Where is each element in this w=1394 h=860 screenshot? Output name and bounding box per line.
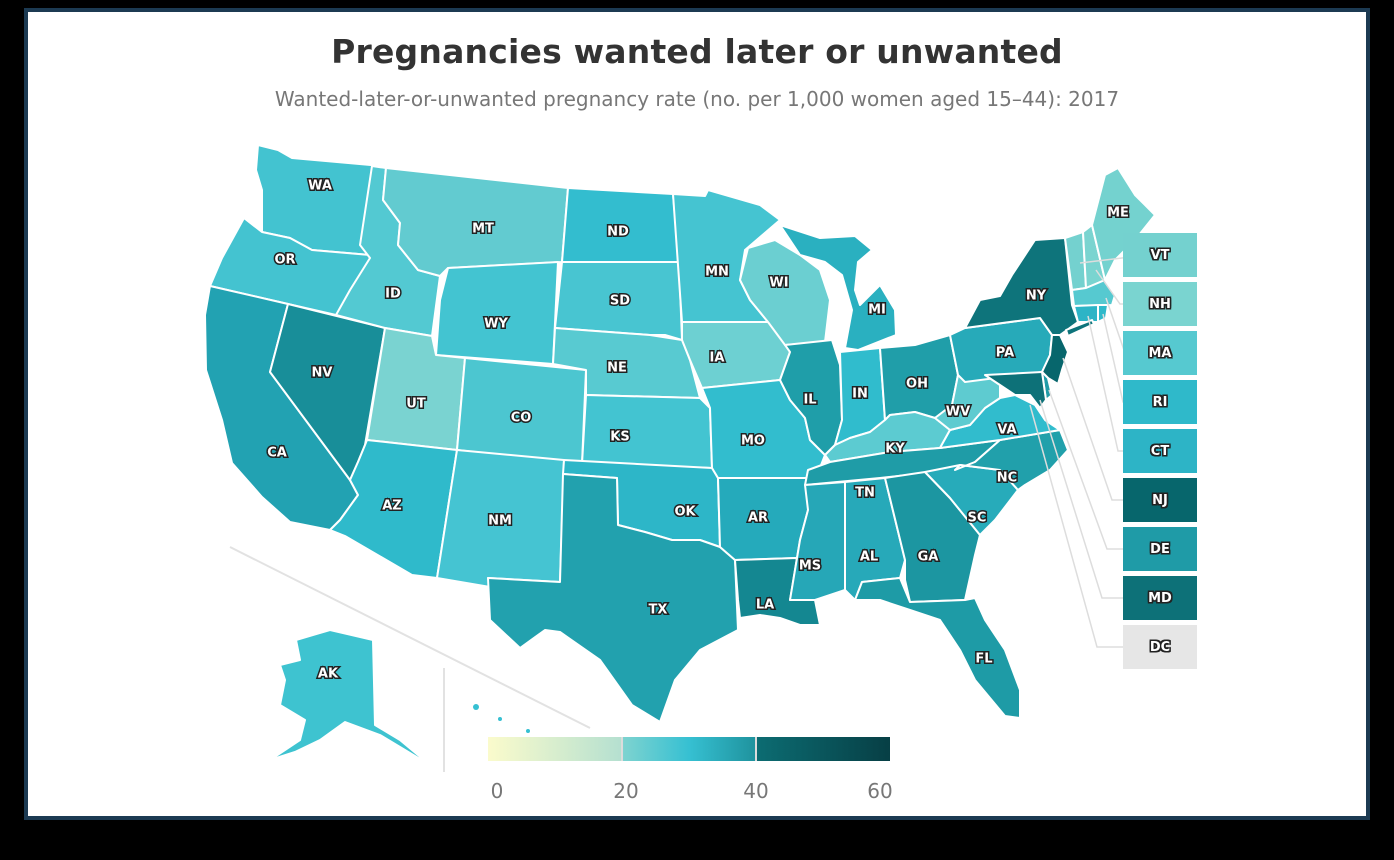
- callout-label-ct: CT: [1150, 443, 1170, 459]
- legend-segment-20-40: [620, 737, 756, 761]
- state-fl[interactable]: [854, 577, 1021, 719]
- chart-subtitle: Wanted-later-or-unwanted pregnancy rate …: [274, 87, 1120, 111]
- state-mi[interactable]: [779, 224, 897, 351]
- callout-label-nj: NJ: [1152, 492, 1168, 508]
- state-ia[interactable]: [681, 321, 791, 389]
- callout-box-nh[interactable]: NH: [1123, 282, 1197, 326]
- state-ct[interactable]: [1073, 304, 1099, 323]
- callout-box-ri[interactable]: RI: [1123, 380, 1197, 424]
- state-hi-island[interactable]: [473, 704, 479, 710]
- state-ny-long-island[interactable]: [1065, 319, 1095, 337]
- color-scale-legend: [488, 737, 891, 761]
- state-sd[interactable]: [554, 261, 683, 341]
- legend-tick-20: 20: [613, 779, 639, 803]
- state-hi-island[interactable]: [526, 729, 530, 733]
- callout-box-md[interactable]: MD: [1123, 576, 1197, 620]
- callout-box-de[interactable]: DE: [1123, 527, 1197, 571]
- state-ak[interactable]: [269, 629, 431, 766]
- state-tx[interactable]: [487, 473, 739, 723]
- callout-label-nh: NH: [1149, 296, 1171, 312]
- callout-label-dc: DC: [1149, 639, 1171, 655]
- state-ri[interactable]: [1097, 304, 1109, 323]
- chart-title: Pregnancies wanted later or unwanted: [331, 32, 1063, 71]
- callout-label-md: MD: [1148, 590, 1172, 606]
- state-hi-island[interactable]: [498, 717, 502, 721]
- callout-box-nj[interactable]: NJ: [1123, 478, 1197, 522]
- state-ks[interactable]: [581, 394, 713, 469]
- state-oh[interactable]: [879, 334, 959, 421]
- state-il[interactable]: [779, 339, 843, 456]
- state-nm[interactable]: [436, 449, 565, 588]
- inset-divider-line: [229, 546, 591, 729]
- state-wy[interactable]: [435, 261, 559, 365]
- legend-segment-0-20: [488, 737, 621, 761]
- callout-label-vt: VT: [1150, 247, 1170, 263]
- legend-tick-40: 40: [743, 779, 769, 803]
- callout-label-de: DE: [1150, 541, 1170, 557]
- callout-box-dc[interactable]: DC: [1123, 625, 1197, 669]
- callout-label-ma: MA: [1148, 345, 1172, 361]
- legend-segment-40-60: [755, 737, 891, 761]
- state-nd[interactable]: [561, 187, 680, 263]
- callout-label-ri: RI: [1152, 394, 1168, 410]
- state-md[interactable]: [984, 371, 1047, 409]
- legend-tick-60: 60: [867, 779, 893, 803]
- state-nj[interactable]: [1041, 334, 1069, 385]
- callout-box-vt[interactable]: VT: [1123, 233, 1197, 277]
- state-mt[interactable]: [382, 167, 569, 277]
- state-ny[interactable]: [964, 237, 1079, 336]
- state-co[interactable]: [456, 357, 587, 465]
- legend-tick-0: 0: [490, 779, 504, 803]
- state-me[interactable]: [1091, 167, 1156, 281]
- state-nc[interactable]: [954, 429, 1069, 491]
- callout-box-ma[interactable]: MA: [1123, 331, 1197, 375]
- callout-box-ct[interactable]: CT: [1123, 429, 1197, 473]
